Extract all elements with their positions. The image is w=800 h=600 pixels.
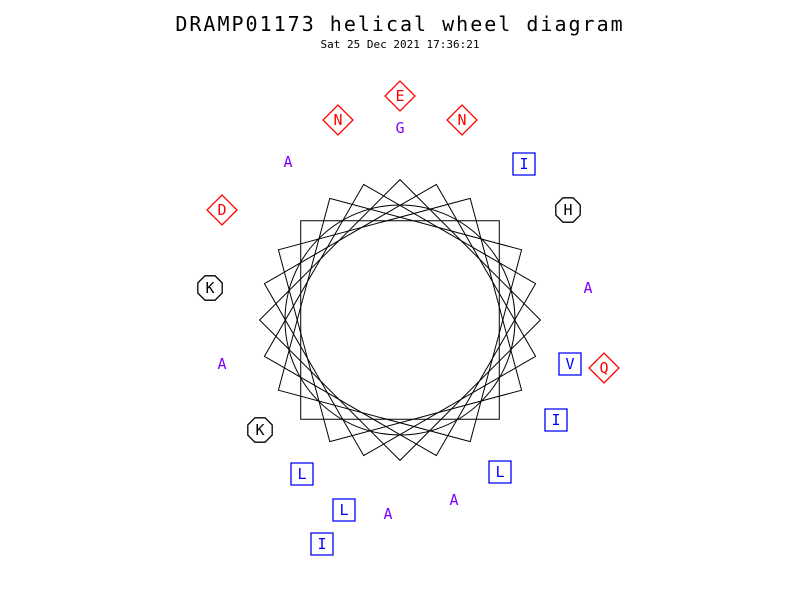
residue-label: E [395,87,404,105]
residue-A-19: A [449,491,458,509]
residue-N-3: N [447,105,477,135]
residue-label: V [565,355,574,373]
residue-E-0: E [385,81,415,111]
residue-label: A [583,279,592,297]
residue-I-14: I [545,409,567,431]
residue-label: H [563,201,572,219]
helical-wheel-diagram: EGNNAIDHKAAVQKILLLAAI [0,0,800,600]
residue-L-15: L [291,463,313,485]
residue-N-2: N [323,105,353,135]
residue-label: A [283,153,292,171]
wheel-star-layer [260,180,541,461]
residue-D-6: D [207,195,237,225]
residue-A-10: A [217,355,226,373]
residue-I-5: I [513,153,535,175]
wheel-star-layer [278,198,521,441]
wheel-circle [285,205,515,435]
residue-label: I [551,411,560,429]
residue-H-7: H [556,198,580,222]
residue-G-1: G [395,119,404,137]
residue-label: A [217,355,226,373]
residue-label: L [495,463,504,481]
residue-label: K [205,279,214,297]
residue-L-16: L [489,461,511,483]
residue-label: N [333,111,342,129]
residue-label: L [297,465,306,483]
residue-label: L [339,501,348,519]
wheel-star-layer [278,198,521,441]
residue-label: N [457,111,466,129]
residue-K-13: K [248,418,272,442]
residue-A-4: A [283,153,292,171]
residue-L-17: L [333,499,355,521]
residue-Q-12: Q [589,353,619,383]
wheel-star-layer [264,184,535,455]
residue-label: A [449,491,458,509]
wheel-star-layer [264,184,535,455]
residue-label: I [519,155,528,173]
residue-A-9: A [583,279,592,297]
residue-A-18: A [383,505,392,523]
residue-I-20: I [311,533,333,555]
residue-K-8: K [198,276,222,300]
residue-label: D [217,201,226,219]
wheel-star-layer [301,221,500,420]
residue-V-11: V [559,353,581,375]
residue-label: K [255,421,264,439]
residue-label: A [383,505,392,523]
residue-label: Q [599,359,608,377]
residue-label: G [395,119,404,137]
residue-label: I [317,535,326,553]
